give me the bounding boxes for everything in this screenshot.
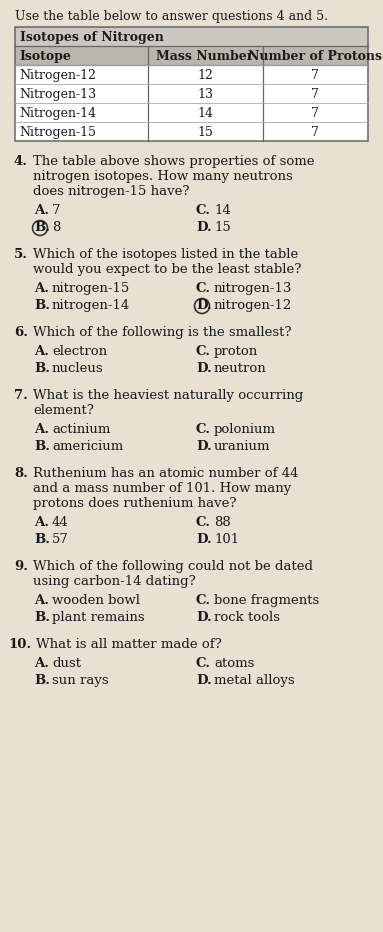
Text: A.: A. (34, 204, 49, 217)
Text: 44: 44 (52, 516, 69, 529)
Text: Use the table below to answer questions 4 and 5.: Use the table below to answer questions … (15, 10, 328, 23)
Text: Nitrogen-14: Nitrogen-14 (19, 107, 96, 120)
Text: B.: B. (34, 533, 50, 546)
Text: americium: americium (52, 440, 123, 453)
Text: proton: proton (214, 345, 258, 358)
Text: A.: A. (34, 516, 49, 529)
Text: nucleus: nucleus (52, 362, 104, 375)
Text: polonium: polonium (214, 423, 276, 436)
Text: Number of Protons: Number of Protons (248, 50, 382, 63)
Text: A.: A. (34, 423, 49, 436)
Text: wooden bowl: wooden bowl (52, 594, 140, 607)
Text: C.: C. (196, 423, 211, 436)
Text: A.: A. (34, 282, 49, 295)
Text: Which of the following is the smallest?: Which of the following is the smallest? (33, 326, 291, 339)
Text: using carbon-14 dating?: using carbon-14 dating? (33, 575, 196, 588)
Text: neutron: neutron (214, 362, 267, 375)
Text: 15: 15 (197, 126, 213, 139)
Text: nitrogen-13: nitrogen-13 (214, 282, 292, 295)
Text: dust: dust (52, 657, 81, 670)
Text: electron: electron (52, 345, 107, 358)
Bar (15, 46, 368, 65)
Bar (15, 27, 368, 46)
Text: nitrogen-14: nitrogen-14 (52, 299, 130, 312)
Text: nitrogen isotopes. How many neutrons: nitrogen isotopes. How many neutrons (33, 170, 293, 183)
Text: Nitrogen-15: Nitrogen-15 (19, 126, 96, 139)
Text: What is all matter made of?: What is all matter made of? (36, 638, 222, 651)
Text: C.: C. (196, 345, 211, 358)
Text: 12: 12 (197, 69, 213, 82)
Text: Nitrogen-12: Nitrogen-12 (19, 69, 96, 82)
Text: B.: B. (34, 221, 50, 234)
Text: element?: element? (33, 404, 94, 417)
Text: 15: 15 (214, 221, 231, 234)
Text: Isotopes of Nitrogen: Isotopes of Nitrogen (20, 31, 164, 44)
Text: D.: D. (196, 440, 212, 453)
Text: 9.: 9. (14, 560, 28, 573)
Text: plant remains: plant remains (52, 611, 145, 624)
Text: Ruthenium has an atomic number of 44: Ruthenium has an atomic number of 44 (33, 467, 298, 480)
Text: 13: 13 (197, 88, 213, 101)
Text: C.: C. (196, 516, 211, 529)
Text: actinium: actinium (52, 423, 110, 436)
Text: What is the heaviest naturally occurring: What is the heaviest naturally occurring (33, 389, 303, 402)
Text: 88: 88 (214, 516, 231, 529)
Text: The table above shows properties of some: The table above shows properties of some (33, 155, 314, 168)
Text: 14: 14 (197, 107, 213, 120)
Text: rock tools: rock tools (214, 611, 280, 624)
Text: D.: D. (196, 299, 212, 312)
Text: A.: A. (34, 657, 49, 670)
Bar (15, 27, 368, 141)
Text: Which of the following could not be dated: Which of the following could not be date… (33, 560, 313, 573)
Text: B.: B. (34, 611, 50, 624)
Text: uranium: uranium (214, 440, 270, 453)
Text: 101: 101 (214, 533, 239, 546)
Text: bone fragments: bone fragments (214, 594, 319, 607)
Text: C.: C. (196, 204, 211, 217)
Text: nitrogen-12: nitrogen-12 (214, 299, 292, 312)
Text: B.: B. (34, 299, 50, 312)
Text: C.: C. (196, 282, 211, 295)
Text: 7: 7 (52, 204, 61, 217)
Text: 8: 8 (52, 221, 61, 234)
Text: A.: A. (34, 594, 49, 607)
Text: D.: D. (196, 533, 212, 546)
Text: 14: 14 (214, 204, 231, 217)
Text: C.: C. (196, 594, 211, 607)
Text: Isotope: Isotope (19, 50, 71, 63)
Text: B.: B. (34, 674, 50, 687)
Text: A.: A. (34, 345, 49, 358)
Text: would you expect to be the least stable?: would you expect to be the least stable? (33, 263, 301, 276)
Text: 57: 57 (52, 533, 69, 546)
Text: nitrogen-15: nitrogen-15 (52, 282, 130, 295)
Text: C.: C. (196, 657, 211, 670)
Text: B.: B. (34, 440, 50, 453)
Text: 7: 7 (311, 69, 319, 82)
Text: Mass Number: Mass Number (156, 50, 254, 63)
Text: B.: B. (34, 362, 50, 375)
Text: 10.: 10. (8, 638, 31, 651)
Text: 7: 7 (311, 126, 319, 139)
Text: 5.: 5. (14, 248, 28, 261)
Text: metal alloys: metal alloys (214, 674, 295, 687)
Text: 4.: 4. (14, 155, 28, 168)
Text: Nitrogen-13: Nitrogen-13 (19, 88, 96, 101)
Text: does nitrogen-15 have?: does nitrogen-15 have? (33, 185, 190, 198)
Text: and a mass number of 101. How many: and a mass number of 101. How many (33, 482, 291, 495)
Text: atoms: atoms (214, 657, 254, 670)
Text: Which of the isotopes listed in the table: Which of the isotopes listed in the tabl… (33, 248, 298, 261)
Text: 6.: 6. (14, 326, 28, 339)
Text: protons does ruthenium have?: protons does ruthenium have? (33, 497, 236, 510)
Text: D.: D. (196, 611, 212, 624)
Text: D.: D. (196, 362, 212, 375)
Bar (15, 27, 368, 141)
Text: 8.: 8. (14, 467, 28, 480)
Text: D.: D. (196, 221, 212, 234)
Text: 7: 7 (311, 88, 319, 101)
Text: D.: D. (196, 674, 212, 687)
Text: 7: 7 (311, 107, 319, 120)
Text: 7.: 7. (14, 389, 28, 402)
Text: sun rays: sun rays (52, 674, 109, 687)
